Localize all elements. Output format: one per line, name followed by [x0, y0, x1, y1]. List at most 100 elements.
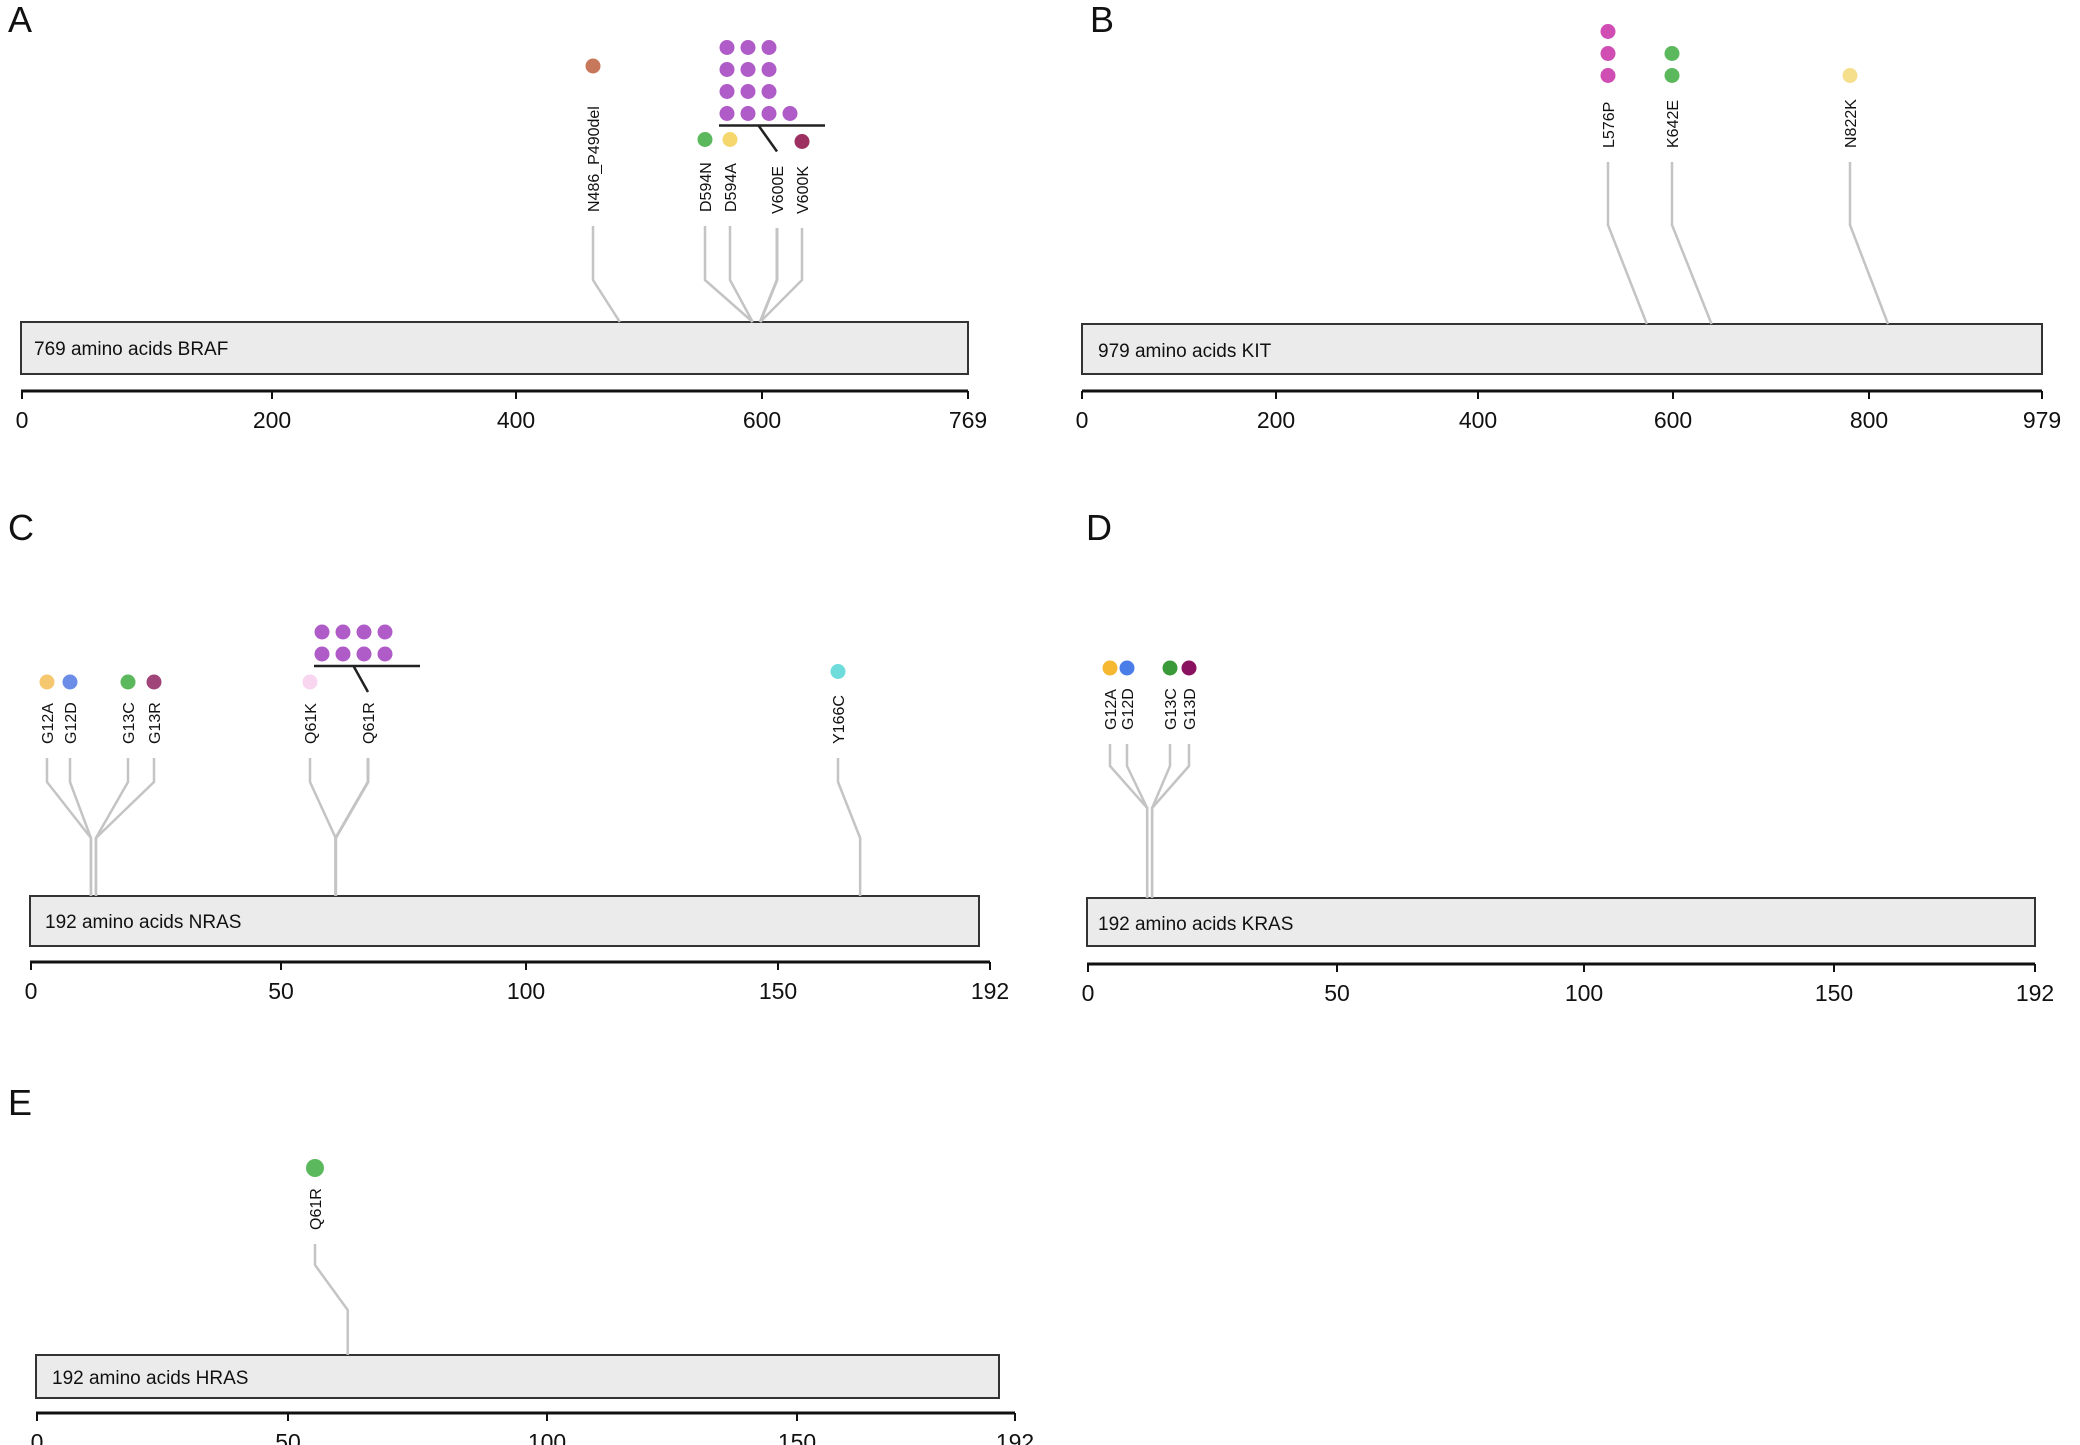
mutation-dot	[782, 106, 798, 121]
mutation-dot	[585, 58, 601, 74]
mutation-g12d: G12D	[62, 674, 93, 896]
mutation-dot	[740, 84, 756, 99]
tick-label: 0	[1082, 980, 1095, 1006]
protein-bar	[20, 321, 969, 375]
mutation-n486_p490del: N486_P490del	[585, 58, 621, 323]
protein-label: 979 amino acids KIT	[1098, 341, 1272, 362]
tick-label: 800	[1850, 407, 1888, 433]
tick-label: 50	[275, 1429, 301, 1445]
mutation-dot	[314, 646, 330, 662]
x-axis: 0 50 100 150 192	[25, 960, 1009, 1004]
mutation-dot	[740, 40, 756, 55]
tick-label: 600	[1654, 407, 1692, 433]
mutation-dot	[335, 646, 351, 662]
tick-label: 769	[949, 407, 987, 433]
mutation-dot	[830, 664, 846, 679]
mutation-dot	[697, 132, 713, 147]
mutation-stem	[703, 226, 754, 323]
tick-label: 0	[16, 407, 29, 433]
tick-label: 400	[1459, 407, 1497, 433]
panel-c: C 192 amino acids NRAS 0 50 100 150 192 G12A G12…	[8, 507, 1009, 1004]
mutation-g13c: G13C	[94, 674, 138, 896]
mutation-dot	[761, 40, 777, 55]
mutation-label: D594A	[723, 163, 740, 212]
mutation-dot	[1664, 68, 1680, 83]
mutation-dot	[740, 106, 756, 121]
mutation-stem	[1848, 162, 1890, 325]
mutation-dot	[794, 134, 810, 149]
tick-label: 50	[268, 978, 294, 1004]
mutation-dot	[761, 106, 777, 121]
mutation-q61r: Q61R	[314, 624, 420, 896]
mutation-stem	[759, 228, 804, 323]
tick-label: 600	[743, 407, 781, 433]
mutation-label: Y166C	[831, 695, 848, 744]
mutation-label: K642E	[1665, 100, 1682, 148]
mutation-stem	[1150, 744, 1191, 898]
mutation-stem	[758, 228, 779, 323]
mutation-label: Q61R	[361, 702, 378, 744]
mutation-stem	[94, 758, 130, 896]
mutation-stem	[68, 758, 93, 896]
mutation-g12d: G12D	[1119, 660, 1149, 898]
protein-label: 192 amino acids KRAS	[1098, 914, 1293, 935]
mutation-label: G12A	[1103, 689, 1120, 730]
mutation-label: V600K	[795, 166, 812, 214]
mutation-dot	[62, 674, 78, 690]
panel-e: E 192 amino acids HRAS 0 50 100 150 192 Q61R	[8, 1082, 1034, 1445]
panel-letter: A	[8, 0, 32, 40]
mutation-label: N822K	[1843, 99, 1860, 148]
mutation-dot	[761, 62, 777, 77]
mutation-dot	[1181, 660, 1197, 676]
mutation-dot	[740, 62, 756, 77]
mutation-label: G13C	[1163, 688, 1180, 730]
mutation-dot	[1600, 68, 1616, 83]
tick-label: 150	[778, 1429, 816, 1445]
mutation-stem	[334, 758, 370, 896]
mutation-dot	[377, 646, 393, 662]
mutation-g13r: G13R	[94, 674, 164, 896]
mutation-stem	[591, 226, 621, 323]
panel-letter: C	[8, 507, 34, 548]
mutation-v600k: V600K	[759, 134, 812, 323]
mutation-n822k: N822K	[1842, 68, 1890, 325]
mutation-g13c: G13C	[1150, 660, 1180, 898]
mutation-q61r: Q61R	[306, 1159, 349, 1355]
mutation-y166c: Y166C	[830, 664, 862, 896]
x-axis: 0 50 100 150 192	[1082, 962, 2054, 1006]
mutation-dot	[1600, 46, 1616, 61]
tick-label: 50	[1324, 980, 1350, 1006]
mutation-label: G13C	[121, 702, 138, 744]
mutation-dot	[1102, 660, 1118, 676]
tick-label: 100	[1565, 980, 1603, 1006]
panel-letter: D	[1086, 507, 1112, 548]
tick-label: 0	[31, 1429, 44, 1445]
tick-label: 192	[996, 1429, 1034, 1445]
mutation-dot	[356, 646, 372, 662]
tick-label: 192	[2016, 980, 2054, 1006]
mutation-dot	[120, 674, 136, 690]
mutation-stem	[308, 758, 337, 896]
mutation-stem	[313, 1244, 349, 1355]
mutation-dot	[314, 624, 330, 640]
panel-a: A 769 amino acids BRAF 0 200 400 600 769 N486_P…	[8, 0, 987, 433]
mutation-d594n: D594N	[697, 132, 754, 323]
tick-label: 979	[2023, 407, 2061, 433]
panel-letter: E	[8, 1082, 32, 1123]
mutation-dot	[722, 132, 738, 147]
mutation-label: G12D	[1120, 688, 1137, 730]
mutation-label: G12A	[40, 703, 57, 744]
x-axis: 0 200 400 600 769	[16, 389, 987, 433]
mutation-l576p: L576P	[1600, 24, 1648, 325]
mutation-label: G13R	[147, 702, 164, 744]
mutation-stem	[94, 758, 156, 896]
mutation-dot	[1119, 660, 1135, 676]
mutation-stem	[728, 226, 754, 323]
protein-bar	[29, 895, 980, 947]
mutation-g13d: G13D	[1150, 660, 1199, 898]
mutation-label: G12D	[63, 702, 80, 744]
mutation-stem	[1125, 744, 1149, 898]
tick-label: 0	[1076, 407, 1089, 433]
protein-bar	[1081, 323, 2043, 375]
tick-label: 150	[759, 978, 797, 1004]
